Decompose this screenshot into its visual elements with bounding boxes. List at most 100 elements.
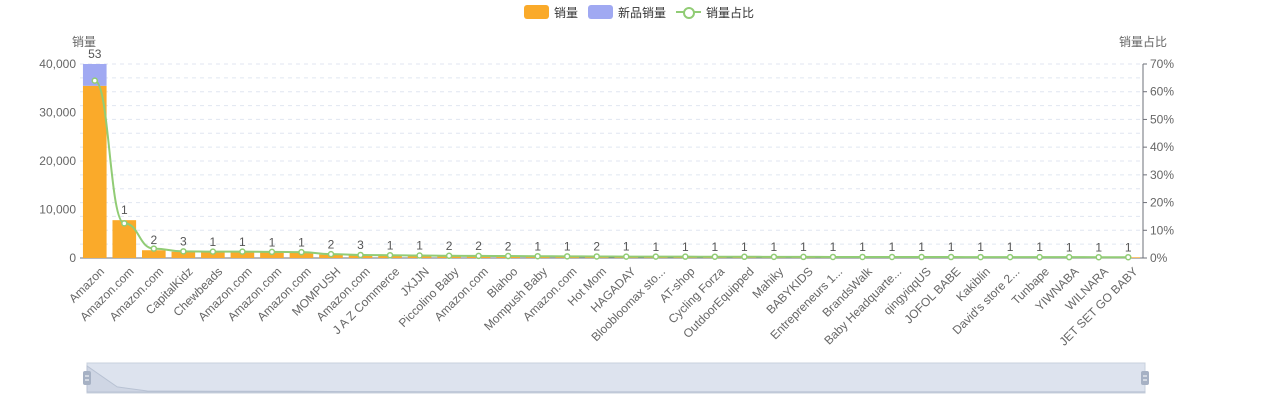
data-label: 1	[1036, 240, 1043, 254]
data-label: 1	[269, 235, 276, 249]
grid-lines	[80, 63, 1144, 259]
legend-item-new-sales[interactable]: 新品销量	[587, 4, 666, 21]
data-label: 1	[741, 240, 748, 254]
y-tick-label: 0	[69, 251, 76, 265]
data-label: 1	[977, 240, 984, 254]
share-point	[180, 248, 187, 255]
share-point	[386, 251, 394, 259]
y2-tick-label: 10%	[1150, 223, 1174, 237]
share-point	[947, 253, 955, 261]
bar-sales	[142, 250, 166, 258]
share-point	[1006, 253, 1014, 261]
y-axis-ticks: 0 10,000 20,000 30,000 40,000	[39, 57, 76, 265]
legend-label-new-sales: 新品销量	[617, 5, 666, 20]
legend-swatch-sales-share	[676, 5, 701, 19]
data-label: 2	[505, 239, 512, 253]
data-label: 3	[357, 238, 364, 252]
share-point	[91, 77, 99, 84]
y2-tick-label: 20%	[1150, 196, 1174, 210]
data-label: 1	[210, 235, 217, 249]
data-zoom-track[interactable]	[86, 362, 1146, 394]
data-label: 1	[889, 240, 896, 254]
y2-axis-title: 销量占比	[1119, 34, 1167, 49]
y-axis-title: 销量	[72, 35, 96, 49]
bar-sales	[82, 85, 107, 258]
data-label: 1	[771, 240, 778, 254]
share-point	[888, 253, 896, 261]
share-point	[357, 251, 364, 259]
data-label: 1	[682, 240, 689, 254]
share-point	[829, 253, 837, 261]
data-label: 1	[948, 240, 955, 254]
share-point	[741, 253, 748, 261]
data-zoom-handle-left[interactable]	[83, 371, 91, 385]
data-label: 1	[564, 240, 571, 254]
data-label: 1	[918, 240, 925, 254]
data-zoom-handle-right[interactable]	[1141, 371, 1149, 385]
data-label: 3	[180, 235, 187, 249]
share-point	[239, 248, 246, 255]
data-label: 2	[150, 233, 157, 247]
bar-sales	[171, 251, 196, 258]
share-point	[918, 253, 925, 261]
share-point	[623, 253, 630, 260]
data-label: 1	[534, 239, 541, 253]
data-label: 1	[1125, 240, 1132, 254]
chart-legend: 销量 新品销量 销量占比	[0, 3, 1278, 21]
share-point	[475, 252, 482, 260]
share-point	[977, 253, 984, 261]
share-line	[91, 77, 1132, 261]
data-label: 1	[1095, 240, 1102, 254]
legend-swatch-sales	[523, 5, 549, 19]
share-point	[121, 220, 128, 227]
data-label: 1	[1066, 240, 1073, 254]
share-point	[209, 248, 217, 255]
data-label: 1	[623, 240, 630, 254]
data-label: 53	[88, 47, 102, 61]
y-tick-label: 10,000	[39, 203, 76, 217]
data-label: 2	[328, 238, 335, 252]
legend-item-sales-share[interactable]: 销量占比	[676, 4, 754, 21]
legend-label-sales-share: 销量占比	[706, 5, 755, 20]
data-label: 1	[416, 239, 423, 253]
data-label: 1	[121, 203, 128, 217]
share-point	[150, 245, 158, 252]
data-label: 2	[446, 239, 453, 253]
bar-sales	[201, 252, 225, 258]
share-point	[1124, 253, 1132, 261]
y2-axis-ticks: 0% 10% 20% 30% 40% 50% 60% 70%	[1143, 57, 1174, 265]
data-label: 2	[593, 240, 600, 254]
share-point	[652, 253, 660, 260]
data-label: 1	[800, 240, 807, 254]
share-point	[534, 252, 541, 260]
bar-sales	[112, 220, 137, 258]
share-point	[563, 253, 571, 260]
data-label: 1	[859, 240, 866, 254]
data-label: 1	[387, 238, 394, 252]
data-zoom-slider[interactable]	[83, 362, 1149, 394]
share-point	[445, 252, 453, 260]
y2-tick-label: 40%	[1150, 140, 1174, 154]
data-label: 1	[830, 240, 837, 254]
y-tick-label: 20,000	[39, 154, 76, 168]
share-point	[1095, 253, 1102, 261]
share-point	[268, 248, 276, 256]
share-point	[800, 253, 807, 261]
legend-label-sales: 销量	[553, 5, 578, 20]
y2-tick-label: 60%	[1150, 85, 1174, 99]
y-tick-label: 30,000	[39, 106, 76, 120]
share-point	[327, 250, 335, 258]
data-label: 1	[712, 240, 719, 254]
y2-tick-label: 0%	[1150, 251, 1168, 265]
data-label: 2	[475, 239, 482, 253]
share-point	[859, 253, 866, 261]
bar-sales	[260, 252, 284, 258]
share-point	[682, 253, 689, 260]
share-point	[593, 253, 600, 260]
bar-sales	[230, 252, 255, 258]
share-point	[770, 253, 778, 261]
share-point	[1065, 253, 1073, 261]
legend-item-sales[interactable]: 销量	[523, 4, 578, 21]
share-point	[416, 252, 423, 259]
